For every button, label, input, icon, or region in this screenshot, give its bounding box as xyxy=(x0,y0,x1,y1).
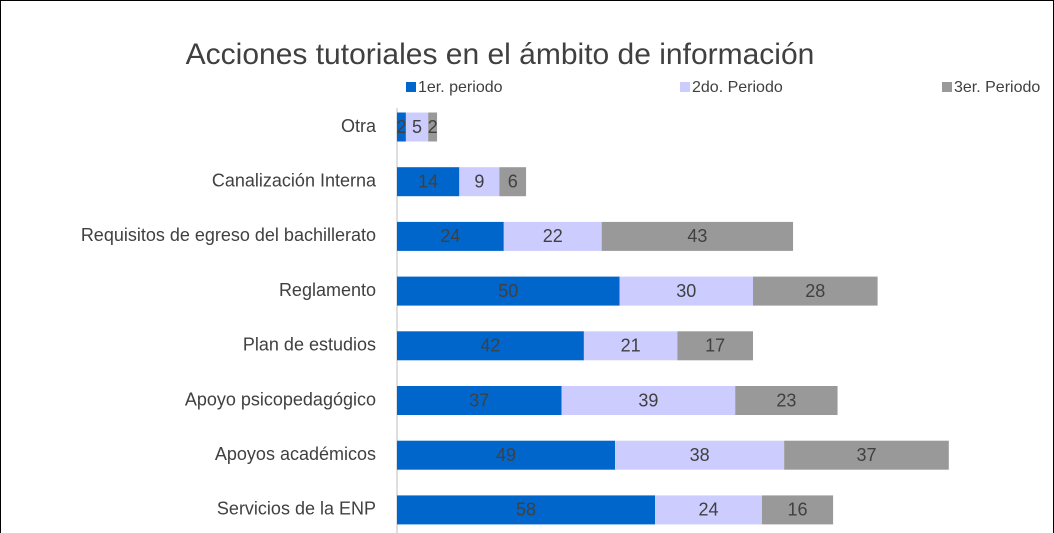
legend-label: 1er. periodo xyxy=(418,79,503,96)
data-label: 5 xyxy=(412,117,422,137)
data-label: 16 xyxy=(787,500,807,520)
category-label: Otra xyxy=(341,116,377,136)
legend-swatch xyxy=(680,82,690,92)
bar-segment xyxy=(503,221,602,251)
bar-segment xyxy=(397,331,584,361)
bar-segment xyxy=(601,221,794,251)
data-label: 50 xyxy=(498,281,518,301)
bar-segment xyxy=(735,386,838,415)
bar-segment xyxy=(619,276,753,306)
data-label: 28 xyxy=(805,281,825,301)
category-label: Servicios de la ENP xyxy=(217,499,376,519)
data-label: 9 xyxy=(474,171,484,191)
data-label: 49 xyxy=(496,445,516,465)
bar-segment xyxy=(397,276,620,306)
data-label: 30 xyxy=(676,281,696,301)
legend-label: 3er. Periodo xyxy=(954,79,1040,96)
data-label: 38 xyxy=(690,445,710,465)
bar-segment xyxy=(397,221,504,251)
data-label: 24 xyxy=(440,226,460,246)
legend-swatch xyxy=(942,82,952,92)
data-label: 6 xyxy=(508,171,518,191)
data-label: 21 xyxy=(621,336,641,356)
data-label: 42 xyxy=(480,336,500,356)
bar-segment xyxy=(753,276,878,306)
data-label: 23 xyxy=(776,390,796,410)
category-label: Requisitos de egreso del bachillerato xyxy=(81,225,376,245)
bar-segment xyxy=(677,331,753,361)
bar-segment xyxy=(655,495,762,525)
chart-title: Acciones tutoriales en el ámbito de info… xyxy=(186,38,815,71)
data-label: 22 xyxy=(543,226,563,246)
data-label: 14 xyxy=(418,171,438,191)
bar-segment xyxy=(561,386,736,415)
category-label: Canalización Interna xyxy=(212,170,377,190)
data-label: 24 xyxy=(698,500,718,520)
category-label: Plan de estudios xyxy=(243,335,376,355)
bar-segment xyxy=(428,112,438,142)
data-label: 39 xyxy=(638,390,658,410)
bar-segment xyxy=(397,440,616,470)
bar-segment xyxy=(761,495,834,525)
data-label: 37 xyxy=(856,445,876,465)
bar-segment xyxy=(397,167,460,197)
bar-segment xyxy=(405,112,429,142)
legend-swatch xyxy=(406,82,416,92)
bar-segment xyxy=(615,440,785,470)
legend-label: 2do. Periodo xyxy=(692,79,783,96)
category-label: Apoyo psicopedagógico xyxy=(185,389,376,409)
bar-segment xyxy=(397,495,656,525)
data-label: 17 xyxy=(705,336,725,356)
bar-segment xyxy=(397,386,562,415)
bar-segment xyxy=(784,440,949,470)
category-label: Reglamento xyxy=(279,280,376,300)
data-label: 37 xyxy=(469,390,489,410)
data-label: 2 xyxy=(428,117,438,137)
data-label: 58 xyxy=(516,500,536,520)
category-label: Apoyos académicos xyxy=(215,444,376,464)
bar-segment xyxy=(397,112,406,142)
bar-segment xyxy=(583,331,678,361)
bar-segment xyxy=(499,167,527,197)
data-label: 2 xyxy=(396,117,406,137)
bar-segment xyxy=(459,167,500,197)
data-label: 43 xyxy=(687,226,707,246)
